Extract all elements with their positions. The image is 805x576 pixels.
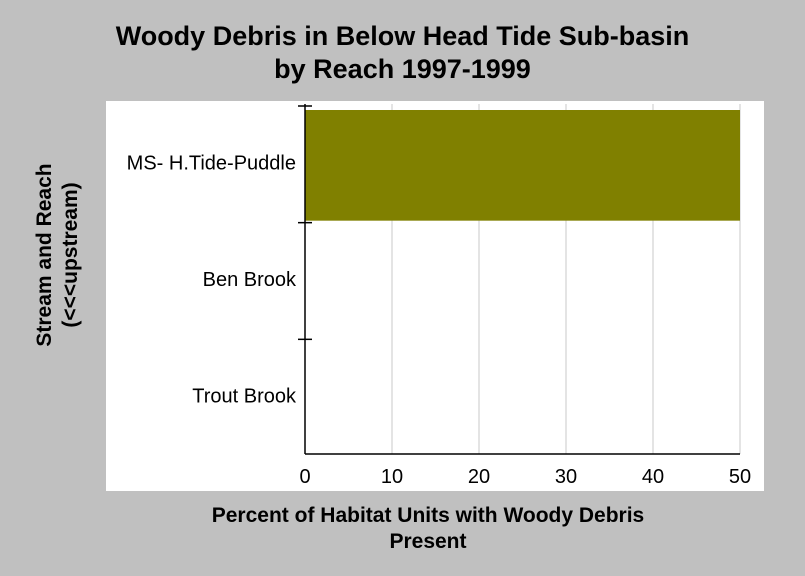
x-axis-title: Percent of Habitat Units with Woody Debr…: [128, 503, 728, 555]
chart-title-line-2: by Reach 1997-1999: [274, 54, 531, 84]
chart-title: Woody Debris in Below Head Tide Sub-basi…: [0, 20, 805, 86]
x-tick-label-1: 10: [381, 466, 403, 488]
bar-0: [305, 110, 740, 221]
x-tick-label-4: 40: [642, 466, 664, 488]
chart-title-line-1: Woody Debris in Below Head Tide Sub-basi…: [115, 21, 690, 51]
y-tick-label-2: Trout Brook: [192, 386, 297, 408]
y-tick-label-1: Ben Brook: [203, 269, 297, 291]
y-tick-label-0: MS- H.Tide-Puddle: [127, 152, 296, 174]
x-tick-label-5: 50: [729, 466, 751, 488]
bars: [305, 110, 740, 221]
x-tick-label-0: 0: [299, 466, 310, 488]
axes: [298, 104, 740, 455]
x-tick-label-2: 20: [468, 466, 490, 488]
tick-labels: MS- H.Tide-Puddle Ben Brook Trout Brook 0 10…: [127, 152, 751, 488]
x-tick-label-3: 30: [555, 466, 577, 488]
x-axis-title-line-2: Present: [389, 530, 467, 553]
x-axis-title-line-1: Percent of Habitat Units with Woody Debr…: [211, 504, 645, 527]
